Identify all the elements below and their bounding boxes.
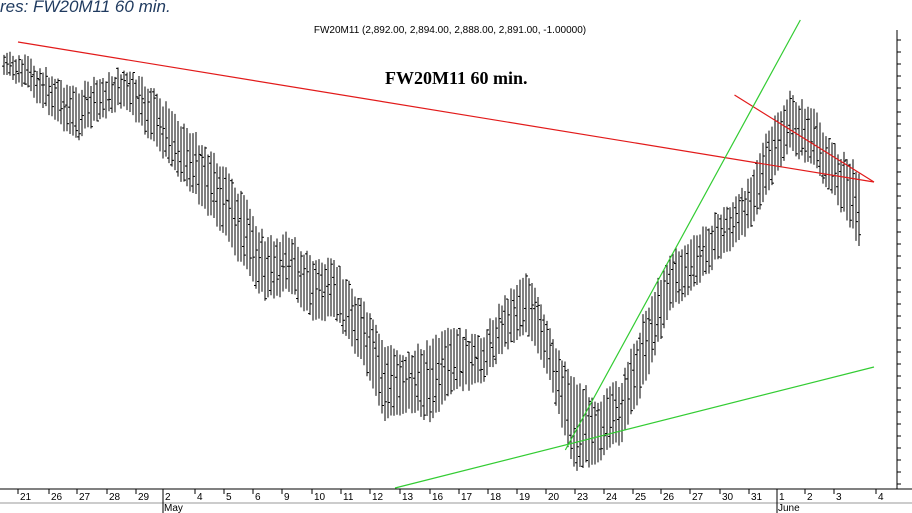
x-tick-label: 2 xyxy=(807,492,813,503)
x-tick-label: 11 xyxy=(343,492,354,503)
x-tick-label: 19 xyxy=(519,492,531,503)
x-month-label: May xyxy=(164,503,183,513)
x-tick-label: 21 xyxy=(20,492,32,503)
x-tick-label: 27 xyxy=(692,492,704,503)
x-tick-label: 13 xyxy=(402,492,414,503)
trend-line-resistance-long xyxy=(17,41,875,183)
x-tick-label: 9 xyxy=(284,492,290,503)
x-tick-label: 3 xyxy=(836,492,842,503)
x-tick-label: 2 xyxy=(165,492,171,503)
trend-line-resistance-short xyxy=(734,94,875,183)
ohlc-readout: FW20M11 (2,892.00, 2,894.00, 2,888.00, 2… xyxy=(313,25,587,36)
x-tick-label: 26 xyxy=(51,492,63,503)
trend-line-support-steep xyxy=(564,19,801,451)
x-tick-label: 28 xyxy=(109,492,121,503)
x-tick-label: 27 xyxy=(79,492,91,503)
x-month-label: June xyxy=(778,503,800,513)
x-tick-label: 20 xyxy=(548,492,560,503)
x-tick-label: 4 xyxy=(878,492,884,503)
x-tick-label: 31 xyxy=(751,492,763,503)
x-tick-label: 10 xyxy=(314,492,326,503)
x-tick-label: 30 xyxy=(722,492,734,503)
x-tick-label: 1 xyxy=(779,492,785,503)
x-tick-label: 18 xyxy=(490,492,502,503)
x-tick-label: 26 xyxy=(663,492,675,503)
x-tick-label: 16 xyxy=(432,492,444,503)
x-tick-label: 12 xyxy=(372,492,384,503)
x-tick-label: 6 xyxy=(255,492,261,503)
window-title: res: FW20M11 60 min. xyxy=(0,0,171,16)
chart-title: FW20M11 60 min. xyxy=(385,68,528,88)
x-tick-label: 4 xyxy=(197,492,203,503)
x-tick-label: 25 xyxy=(635,492,647,503)
x-tick-label: 23 xyxy=(577,492,589,503)
trend-line-support-shallow xyxy=(394,366,875,489)
x-tick-label: 29 xyxy=(138,492,150,503)
x-tick-label: 24 xyxy=(606,492,618,503)
x-tick-label: 5 xyxy=(226,492,232,503)
x-tick-label: 17 xyxy=(461,492,473,503)
